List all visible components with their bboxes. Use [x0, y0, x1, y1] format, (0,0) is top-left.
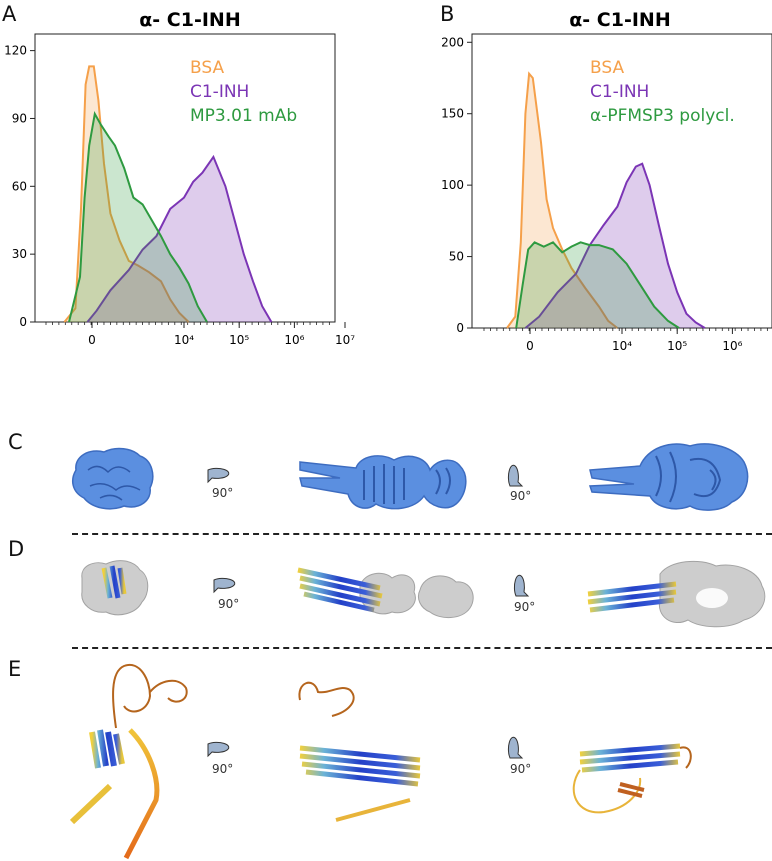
y-tick-label: 0 [456, 321, 464, 335]
model-fit-view-2 [297, 567, 474, 618]
cryo-em-density-view-3 [588, 443, 749, 511]
y-tick-label: 60 [12, 179, 27, 193]
y-tick-label: 120 [4, 44, 27, 58]
series-area-c1-inh [87, 156, 272, 322]
rotation-label: 90° [212, 486, 233, 500]
rotation-label: 90° [510, 489, 531, 503]
y-tick-label: 30 [12, 247, 27, 261]
chart-title: α- C1-INH [569, 9, 670, 31]
x-tick-label: 10⁷ [335, 333, 355, 347]
x-tick-label: 10⁶ [722, 339, 742, 353]
legend-entry-c1-inh: C1-INH [590, 82, 649, 102]
predicted-structure-view-1 [69, 663, 188, 860]
model-fit-view-1 [81, 560, 149, 616]
rotation-label: 90° [514, 600, 535, 614]
legend-entry-antibody: MP3.01 mAb [190, 106, 297, 126]
y-tick-label: 100 [441, 178, 464, 192]
divider-c-d [72, 533, 772, 535]
x-tick-label: 0 [526, 339, 534, 353]
x-tick-label: 10⁴ [612, 339, 632, 353]
y-tick-label: 150 [441, 107, 464, 121]
divider-d-e [72, 647, 772, 649]
series-area-bsa [507, 73, 618, 328]
cryo-em-density-view-2 [299, 455, 467, 510]
panel-label-d: D [8, 537, 25, 561]
legend-entry-antibody: α-PFMSP3 polycl. [590, 106, 735, 126]
x-tick-label: 10⁵ [667, 339, 687, 353]
rotation-icon-vertical-c: 90° [507, 464, 531, 503]
rotation-icon-horizontal-c: 90° [207, 467, 233, 500]
panel-label-a: A [2, 2, 17, 26]
y-tick-label: 0 [19, 315, 27, 329]
legend-entry-bsa: BSA [190, 58, 224, 78]
series-line-c1-inh [524, 162, 706, 329]
series-area-bsa [64, 66, 189, 323]
series-line-bsa [63, 65, 190, 323]
x-tick-label: 10⁵ [229, 333, 249, 347]
rotation-label: 90° [510, 762, 531, 776]
series-line-bsa [506, 71, 619, 329]
predicted-structure-view-3 [572, 743, 692, 814]
series-line-antibody [68, 110, 208, 323]
rotation-icon-vertical-e: 90° [507, 736, 531, 776]
cryo-em-density-view-1 [71, 447, 154, 510]
rotation-icon-horizontal-d: 90° [213, 577, 239, 611]
chart-title: α- C1-INH [139, 9, 240, 31]
plot-frame [34, 33, 336, 323]
model-fit-view-3 [587, 560, 766, 628]
x-tick-label: 10⁶ [284, 333, 304, 347]
series-area-antibody [69, 113, 207, 323]
rotation-icon-horizontal-e: 90° [207, 741, 233, 776]
series-line-antibody [515, 241, 680, 329]
rotation-label: 90° [218, 597, 239, 611]
y-tick-label: 90 [12, 111, 27, 125]
series-line-c1-inh [86, 154, 273, 323]
legend-entry-bsa: BSA [590, 58, 624, 78]
y-tick-label: 200 [441, 35, 464, 49]
panel-label-e: E [8, 657, 22, 681]
series-area-antibody [516, 242, 680, 328]
predicted-structure-view-2 [298, 681, 421, 850]
rotation-icon-vertical-d: 90° [513, 574, 535, 614]
panel-label-b: B [440, 2, 455, 26]
x-tick-label: 0 [88, 333, 96, 347]
x-tick-label: 10⁴ [174, 333, 194, 347]
y-tick-label: 50 [449, 250, 464, 264]
legend-entry-c1-inh: C1-INH [190, 82, 249, 102]
panel-label-c: C [8, 430, 23, 454]
rotation-label: 90° [212, 762, 233, 776]
series-area-c1-inh [525, 163, 705, 328]
